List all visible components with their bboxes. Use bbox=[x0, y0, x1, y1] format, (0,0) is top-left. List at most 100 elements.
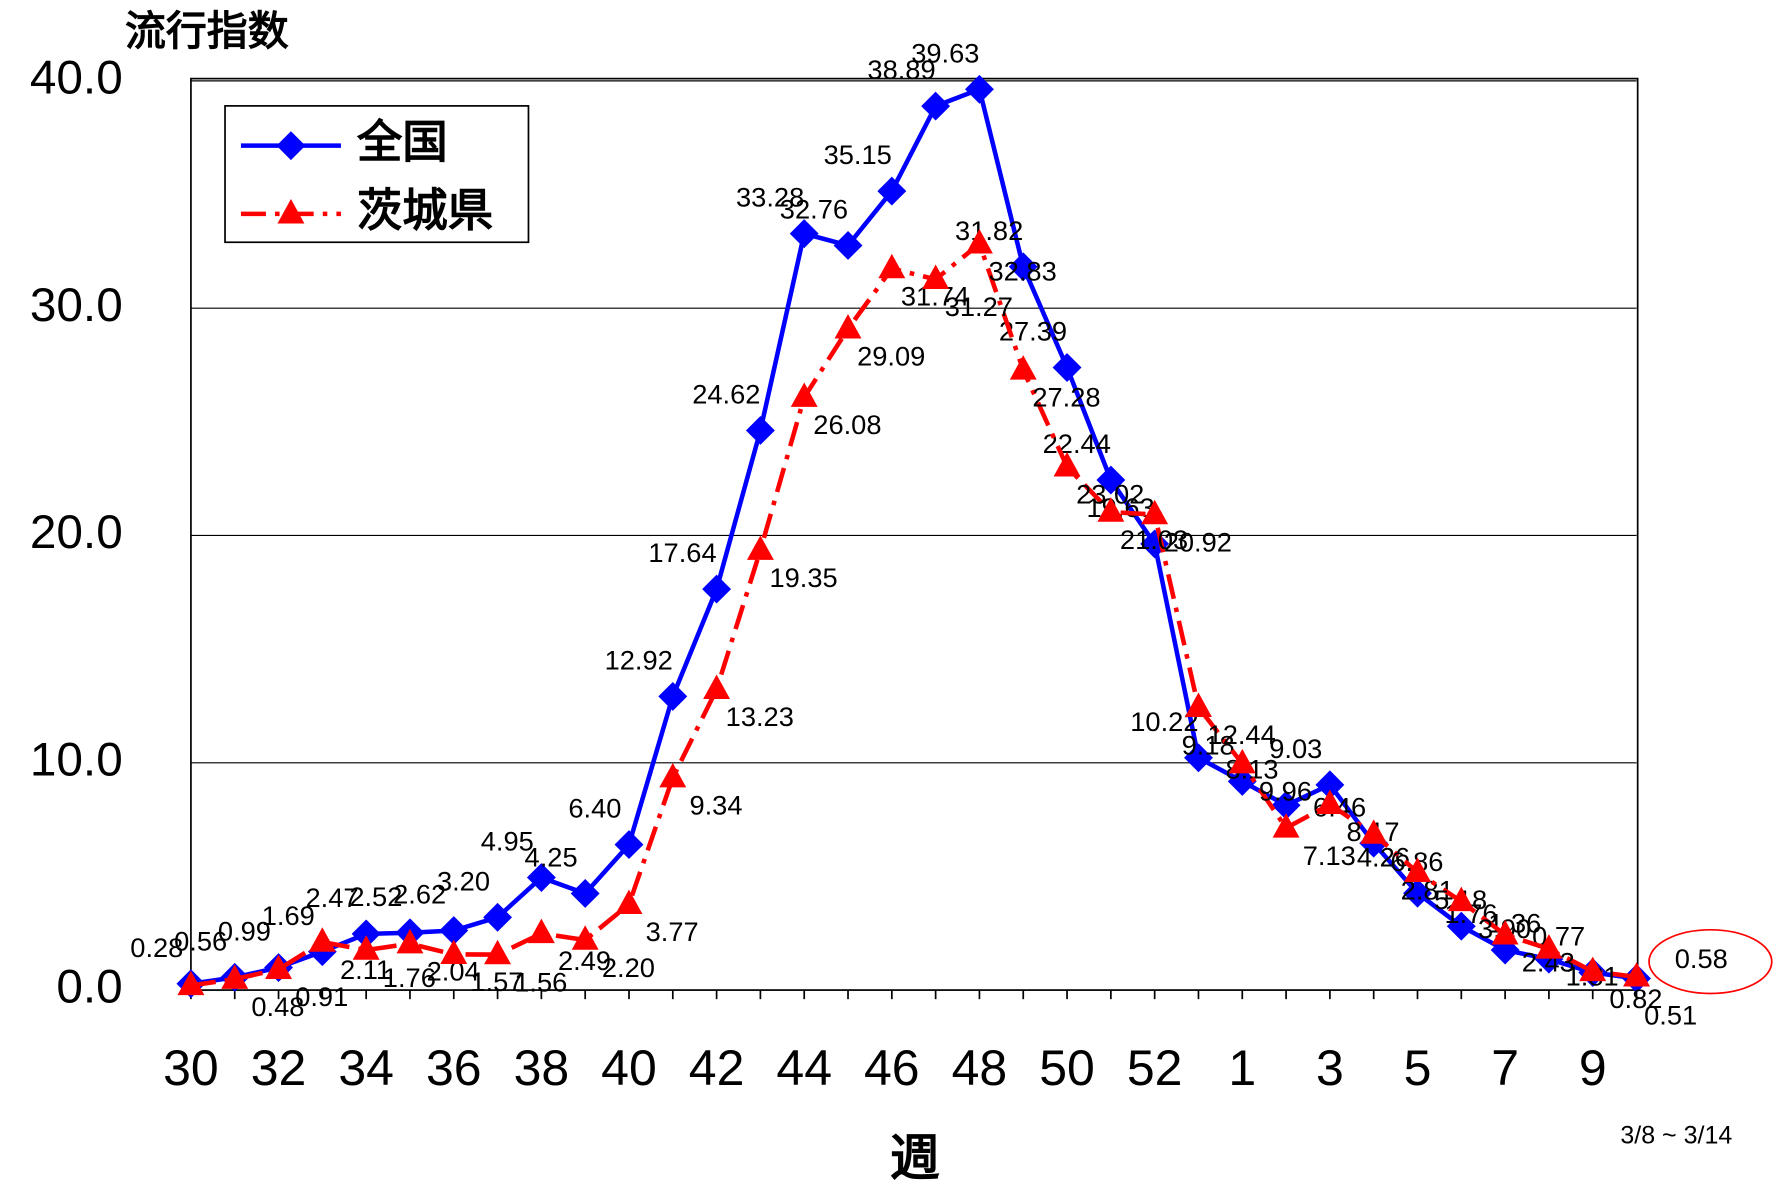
data-label: 3.77 bbox=[646, 916, 699, 947]
y-tick-label: 30.0 bbox=[30, 279, 123, 332]
data-point bbox=[1491, 920, 1519, 945]
x-tick-label: 34 bbox=[338, 1040, 394, 1096]
legend bbox=[224, 105, 530, 244]
x-tick-label: 38 bbox=[514, 1040, 570, 1096]
data-label: 2.49 bbox=[558, 945, 611, 976]
data-point bbox=[1184, 743, 1213, 773]
data-label: 24.62 bbox=[692, 379, 760, 410]
data-point bbox=[1623, 962, 1650, 987]
data-point bbox=[965, 229, 993, 254]
data-label: 0.56 bbox=[174, 925, 227, 956]
data-point bbox=[878, 253, 906, 279]
data-label: 1.69 bbox=[262, 900, 315, 931]
x-tick-label: 32 bbox=[251, 1040, 307, 1096]
data-label: 31.27 bbox=[945, 291, 1013, 322]
data-label: 1.57 bbox=[470, 966, 523, 997]
data-label: 2.47 bbox=[306, 882, 359, 913]
y-tick-label: 0.0 bbox=[56, 961, 122, 1014]
data-label: 10.22 bbox=[1130, 706, 1198, 737]
data-point bbox=[1185, 692, 1212, 717]
data-label: 1.56 bbox=[514, 966, 567, 997]
data-point bbox=[484, 939, 512, 965]
data-label: 35.15 bbox=[824, 139, 892, 170]
legend-marker bbox=[276, 131, 306, 161]
highlight-circle bbox=[1648, 928, 1773, 995]
data-point bbox=[1579, 956, 1607, 982]
data-label: 0.28 bbox=[130, 932, 183, 963]
data-label: 20.92 bbox=[1164, 526, 1232, 557]
data-point bbox=[658, 681, 688, 711]
x-tick-label: 30 bbox=[163, 1040, 219, 1096]
data-point bbox=[615, 889, 643, 915]
legend-label: 茨城県 bbox=[357, 185, 493, 236]
data-label: 1.36 bbox=[1488, 907, 1541, 938]
data-label: 0.99 bbox=[218, 916, 271, 947]
x-tick-label: 44 bbox=[776, 1040, 832, 1096]
data-point bbox=[1053, 452, 1081, 477]
data-point bbox=[483, 902, 513, 932]
x-tick-label: 7 bbox=[1491, 1040, 1519, 1096]
data-point bbox=[1052, 353, 1082, 382]
data-point bbox=[1096, 465, 1126, 495]
data-point bbox=[922, 264, 950, 289]
x-tick-label: 42 bbox=[689, 1040, 745, 1096]
data-label: 13.23 bbox=[726, 701, 794, 732]
series-line bbox=[190, 86, 1637, 986]
x-tick-label: 5 bbox=[1404, 1040, 1432, 1096]
data-point bbox=[1141, 499, 1169, 525]
data-label: 12.92 bbox=[605, 645, 673, 676]
x-tick-label: 9 bbox=[1579, 1040, 1607, 1096]
x-tick-label: 52 bbox=[1127, 1040, 1183, 1096]
data-label: 33.28 bbox=[736, 182, 804, 213]
data-label: 0.48 bbox=[251, 991, 304, 1022]
data-label: 0.58 bbox=[1675, 943, 1728, 974]
data-label: 0.51 bbox=[1644, 999, 1697, 1030]
data-label: 2.52 bbox=[349, 881, 402, 912]
data-label: 32.76 bbox=[780, 194, 848, 225]
data-point bbox=[1008, 252, 1038, 282]
data-point bbox=[527, 918, 555, 944]
data-point bbox=[221, 964, 249, 989]
data-point bbox=[1360, 819, 1388, 844]
data-point bbox=[1403, 878, 1432, 908]
legend-label: 全国 bbox=[356, 117, 448, 168]
data-point bbox=[1009, 355, 1037, 380]
data-point bbox=[833, 231, 863, 260]
data-point bbox=[1447, 886, 1475, 912]
data-label: 31.82 bbox=[955, 215, 1023, 246]
x-tick-label: 1 bbox=[1228, 1040, 1256, 1096]
data-point bbox=[1446, 911, 1476, 941]
data-point bbox=[308, 927, 336, 952]
data-point bbox=[570, 879, 600, 908]
x-tick-label: 50 bbox=[1039, 1040, 1095, 1096]
data-point bbox=[746, 535, 774, 560]
legend-marker bbox=[277, 199, 305, 224]
data-point bbox=[614, 830, 644, 860]
data-point bbox=[877, 176, 907, 206]
x-axis-label: 週 bbox=[890, 1130, 940, 1186]
data-label: 22.44 bbox=[1043, 428, 1111, 459]
data-label: 2.62 bbox=[393, 879, 446, 910]
annotation: 3/8 ~ 3/14 bbox=[1620, 1121, 1732, 1149]
x-tick-label: 40 bbox=[601, 1040, 657, 1096]
data-point bbox=[1316, 789, 1344, 815]
y-tick-label: 40.0 bbox=[30, 51, 123, 104]
data-label: 9.03 bbox=[1269, 733, 1322, 764]
data-label: 9.18 bbox=[1182, 730, 1235, 761]
data-label: 4.95 bbox=[481, 826, 534, 857]
data-label: 38.89 bbox=[867, 54, 935, 85]
data-point bbox=[790, 382, 818, 407]
data-point bbox=[571, 925, 599, 950]
data-label: 39.63 bbox=[911, 37, 979, 68]
x-tick-label: 3 bbox=[1316, 1040, 1344, 1096]
data-label: 32.83 bbox=[989, 256, 1057, 287]
data-label: 19.35 bbox=[769, 562, 837, 593]
data-point bbox=[1404, 857, 1431, 882]
data-point bbox=[703, 674, 731, 700]
y-axis-label: 流行指数 bbox=[125, 8, 289, 54]
y-tick-label: 20.0 bbox=[30, 506, 123, 559]
x-tick-label: 48 bbox=[952, 1040, 1008, 1096]
data-point bbox=[745, 416, 775, 445]
data-label: 2.20 bbox=[602, 952, 655, 983]
